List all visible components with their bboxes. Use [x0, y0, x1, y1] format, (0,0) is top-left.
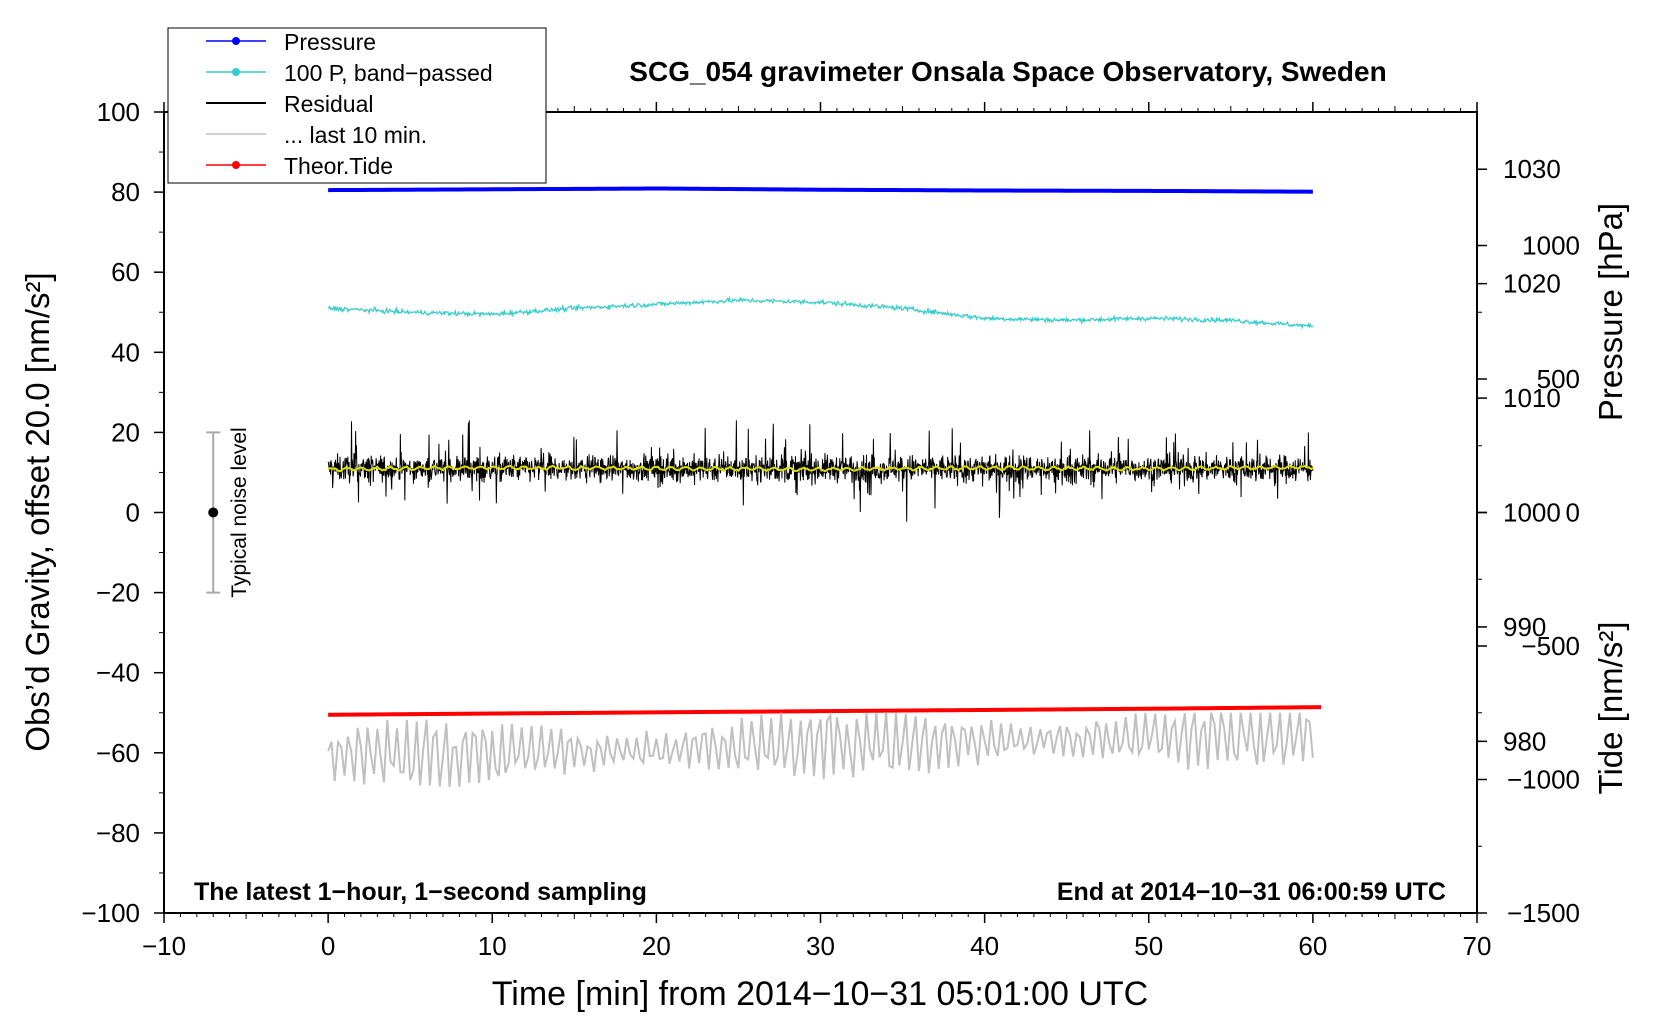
tide-tick-label: −1000 [1507, 765, 1580, 795]
legend-marker [232, 68, 240, 76]
series-residual [327, 420, 1314, 522]
x-tick-label: 10 [478, 931, 507, 961]
legend: Pressure 100 P, band−passed Residual ... la… [167, 27, 547, 184]
plot-frame [163, 111, 1478, 914]
pressure-tick-label: 1010 [1503, 383, 1561, 413]
series-pressure [328, 186, 1313, 194]
legend-marker [232, 161, 240, 169]
x-axis-label: Time [min] from 2014−10−31 05:01:00 UTC [492, 975, 1148, 1013]
series-residual-smoothed [327, 464, 1314, 473]
y-tick-label: 40 [111, 337, 140, 367]
y-tick-label: −40 [96, 658, 140, 688]
tide-tick-label: 1000 [1522, 231, 1580, 261]
legend-label: Residual [284, 91, 374, 117]
pressure-tick-label: 990 [1503, 612, 1546, 642]
series-last-10-min [327, 712, 1314, 787]
x-tick-label: 70 [1463, 931, 1492, 961]
noise-center-dot [208, 507, 219, 518]
tide-tick-label: −1500 [1507, 898, 1580, 928]
noise-level-label: Typical noise level [228, 427, 251, 597]
legend-label: 100 P, band−passed [284, 60, 493, 86]
y-tick-label: 100 [97, 97, 140, 127]
y-tick-label: 60 [111, 257, 140, 287]
annotation-left: The latest 1−hour, 1−second sampling [194, 878, 647, 906]
x-tick-label: 50 [1134, 931, 1163, 961]
y-tick-label: 80 [111, 177, 140, 207]
x-tick-label: 30 [806, 931, 835, 961]
x-tick-label: −10 [142, 931, 186, 961]
y-tick-label: −100 [81, 898, 140, 928]
tide-tick-label: 0 [1566, 498, 1580, 528]
y-tick-label: 20 [111, 417, 140, 447]
tide-axis-label: Tide [nm/s²] [1592, 622, 1629, 795]
series-pressure-bandpassed [327, 295, 1314, 330]
y-tick-label: −80 [96, 818, 140, 848]
pressure-axis-label: Pressure [hPa] [1592, 203, 1629, 421]
pressure-tick-label: 1020 [1503, 269, 1561, 299]
legend-label: Pressure [284, 29, 376, 55]
legend-label: ... last 10 min. [284, 122, 427, 148]
legend-marker [232, 37, 240, 45]
plot-layer [327, 186, 1322, 787]
pressure-tick-label: 1030 [1503, 154, 1561, 184]
axes-layer: −10 0 10 20 30 40 50 60 70−100−80−60−40−20020406… [81, 97, 1580, 961]
y-tick-label: 0 [126, 498, 140, 528]
annotation-right: End at 2014−10−31 06:00:59 UTC [1057, 878, 1446, 906]
legend-box [167, 27, 547, 184]
chart-title: SCG_054 gravimeter Onsala Space Observat… [629, 56, 1386, 87]
x-tick-label: 40 [970, 931, 999, 961]
x-tick-label: 60 [1298, 931, 1327, 961]
y-axis-label: Obs’d Gravity, offset 20.0 [nm/s²] [19, 272, 56, 751]
x-tick-label: 20 [642, 931, 671, 961]
legend-label: Theor.Tide [284, 153, 393, 179]
y-tick-label: −20 [96, 578, 140, 608]
tide-tick-label: 500 [1537, 364, 1580, 394]
tide-tick-label: −500 [1521, 631, 1580, 661]
x-tick-label: 0 [321, 931, 335, 961]
series-theoretical-tide [328, 705, 1322, 717]
noise-level-indicator: Typical noise level [206, 427, 251, 598]
pressure-tick-label: 1000 [1503, 498, 1561, 528]
y-tick-label: −60 [96, 738, 140, 768]
pressure-tick-label: 980 [1503, 726, 1546, 756]
